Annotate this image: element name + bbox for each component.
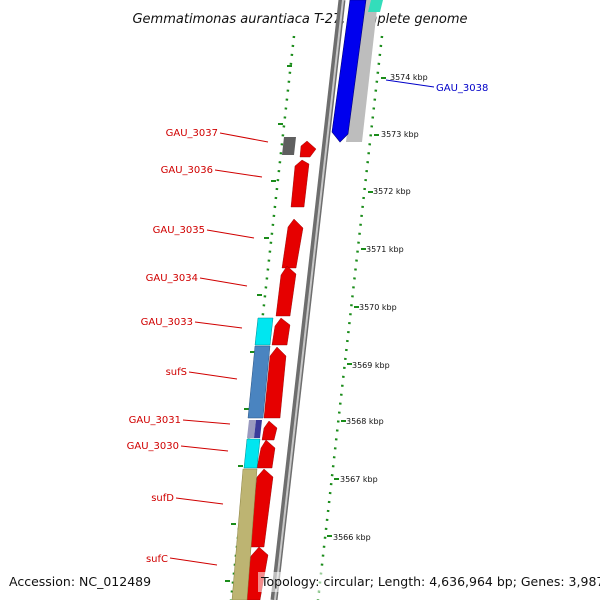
- gene-shadow: [346, 0, 378, 142]
- gene-lavender[interactable]: [247, 420, 256, 438]
- gene-label[interactable]: GAU_3034: [146, 273, 198, 284]
- gene-cyan-2[interactable]: [243, 438, 261, 469]
- outer-genes: [231, 317, 274, 600]
- tick-label: 3566 kbp: [333, 533, 371, 542]
- gene-label[interactable]: sufS: [166, 367, 187, 378]
- tick-label: 3572 kbp: [373, 187, 411, 196]
- inner-ruler-ticks: [327, 77, 386, 537]
- gene-label[interactable]: sufC: [146, 554, 168, 565]
- gene-GAU_3036[interactable]: [290, 159, 310, 208]
- gene-olive[interactable]: [231, 468, 258, 600]
- gene-GAU_3033[interactable]: [271, 317, 291, 346]
- gene-cyan[interactable]: [254, 317, 274, 346]
- gene-labels: GAU_3038 GAU_3037 GAU_3036 GAU_3035 GAU_…: [127, 83, 489, 565]
- gene-steelblue[interactable]: [247, 345, 271, 419]
- tick-label: 3568 kbp: [346, 417, 384, 426]
- outer-ruler-ticks: [225, 65, 292, 582]
- tick-label: 3569 kbp: [352, 361, 390, 370]
- gene-label[interactable]: sufD: [151, 493, 174, 504]
- gene-label[interactable]: GAU_3030: [127, 441, 179, 452]
- gene-top-teal[interactable]: [368, 0, 383, 12]
- gene-GAU_3035[interactable]: [281, 218, 304, 269]
- tick-label: 3567 kbp: [340, 475, 378, 484]
- gene-GAU_3034[interactable]: [275, 265, 297, 317]
- gene-indigo[interactable]: [254, 420, 262, 438]
- gene-label[interactable]: GAU_3036: [161, 165, 213, 176]
- gene-GAU_3037[interactable]: [282, 137, 296, 155]
- gene-label[interactable]: GAU_3031: [129, 415, 181, 426]
- tick-label: 3571 kbp: [366, 245, 404, 254]
- genome-backbone-highlight: [274, 0, 344, 600]
- tick-label: 3574 kbp: [390, 73, 428, 82]
- gene-sufS[interactable]: [263, 346, 287, 419]
- gene-GAU_3038[interactable]: [331, 0, 367, 143]
- topology-label: Topology: circular; Length: 4,636,964 bp…: [260, 574, 600, 589]
- gene-arrow[interactable]: [299, 140, 317, 158]
- label-leaders: [169, 79, 435, 566]
- gene-GAU_3030[interactable]: [256, 439, 276, 469]
- forward-genes: [242, 140, 317, 600]
- map-title: Gemmatimonas aurantiaca T-27, complete g…: [132, 12, 467, 27]
- gene-label[interactable]: GAU_3037: [166, 128, 218, 139]
- accession-label: Accession: NC_012489: [9, 574, 151, 589]
- gene-label[interactable]: GAU_3033: [141, 317, 193, 328]
- kbp-tick-labels: 3574 kbp 3573 kbp 3572 kbp 3571 kbp 3570…: [333, 73, 428, 542]
- gene-label[interactable]: GAU_3038: [436, 83, 488, 94]
- tick-label: 3570 kbp: [359, 303, 397, 312]
- gene-GAU_3031[interactable]: [261, 420, 278, 441]
- footer-backdrop: [258, 572, 594, 592]
- gene-label[interactable]: GAU_3035: [153, 225, 205, 236]
- tick-label: 3573 kbp: [381, 130, 419, 139]
